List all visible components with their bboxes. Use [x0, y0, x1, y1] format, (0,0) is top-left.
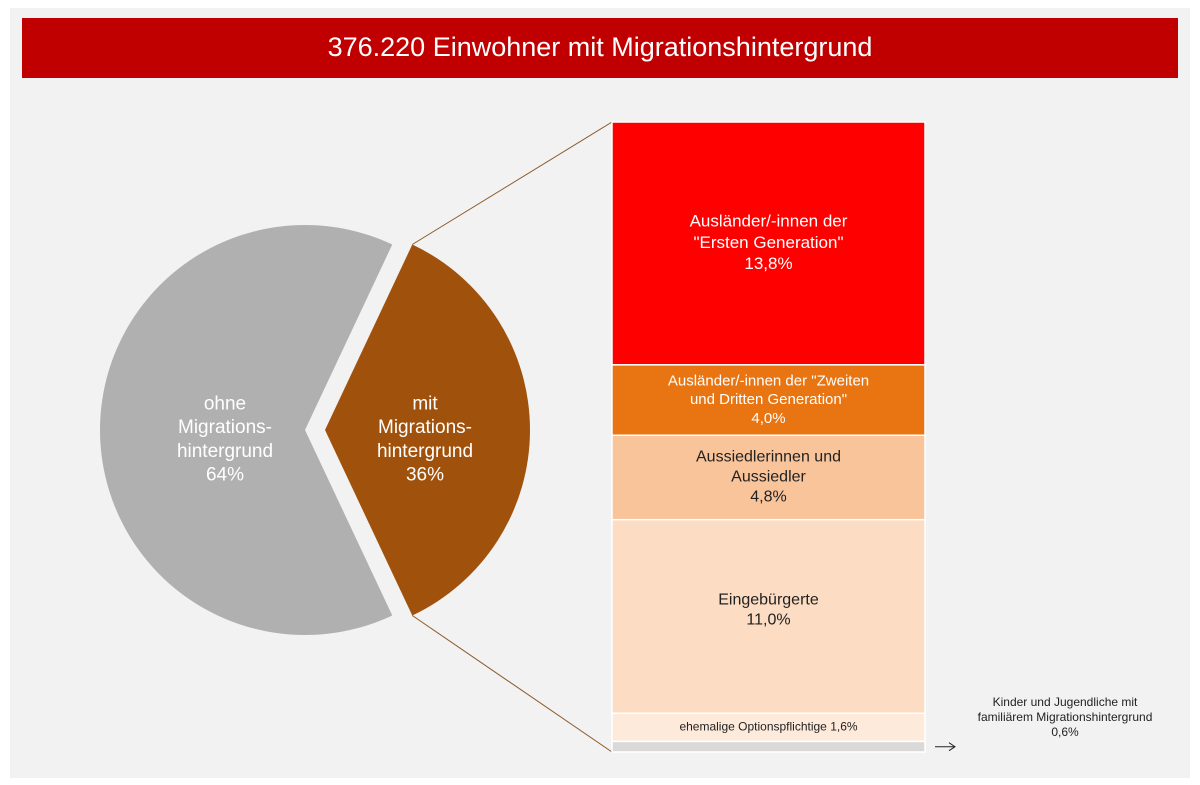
connector-line: [412, 121, 613, 245]
bar-segment: [611, 740, 926, 753]
bar-label: Eingebürgerte: [718, 592, 819, 609]
bar-label: Aussiedler: [731, 469, 806, 486]
bar-segment: [611, 518, 926, 715]
bar-label: Aussiedlerinnen und: [696, 449, 841, 466]
bar-segment: [611, 434, 926, 521]
bar-label: 0,6%: [1051, 725, 1079, 739]
pie-label: hintergrund: [377, 441, 473, 462]
callout-arrowhead: [948, 742, 956, 752]
title-banner: [22, 18, 1178, 78]
bar-label-text: ehemalige Optionspflichtige: [679, 720, 827, 734]
bar-label: Ausländer/-innen der "Zweiten: [668, 372, 869, 389]
pie-label: Migrations-: [178, 417, 272, 438]
bar-label: ehemalige Optionspflichtige 1,6%: [679, 720, 857, 734]
bar-label: 11,0%: [746, 612, 790, 629]
bar-segment: [611, 364, 926, 436]
bar-label: und Dritten Generation": [690, 391, 847, 408]
bar-label: 4,8%: [750, 489, 786, 506]
pie-label: hintergrund: [177, 441, 273, 462]
bar-label: 13,8%: [744, 254, 792, 273]
bar-value-label: 1,6%: [830, 720, 858, 734]
bar-label: familiärem Migrationshintergrund: [978, 710, 1153, 724]
bar-label: 4,0%: [751, 410, 785, 427]
pie-label: 36%: [406, 465, 444, 486]
pie-slice: [100, 224, 393, 635]
bar-segment: [611, 712, 926, 743]
connector-line: [412, 615, 613, 753]
bar-segment: [611, 121, 926, 366]
pie-label: Migrations-: [378, 417, 472, 438]
bar-label: Ausländer/-innen der: [690, 212, 848, 231]
pie-label: mit: [412, 393, 438, 414]
pie-slice: [325, 244, 530, 616]
bar-label: "Ersten Generation": [693, 233, 843, 252]
bar-label: Kinder und Jugendliche mit: [993, 695, 1138, 709]
chart-title: 376.220 Einwohner mit Migrationshintergr…: [328, 32, 873, 62]
pie-label: 64%: [206, 465, 244, 486]
pie-label: ohne: [204, 393, 246, 414]
